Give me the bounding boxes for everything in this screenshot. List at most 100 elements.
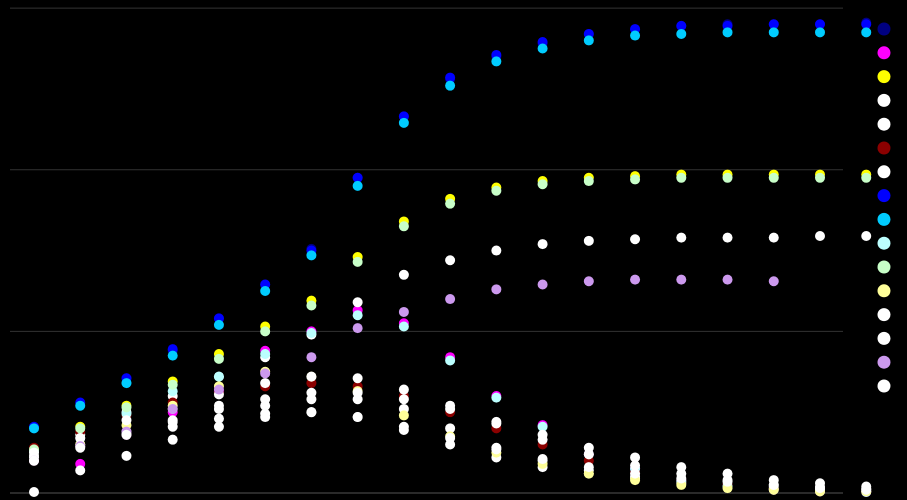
data-point [167,403,178,414]
data-point [861,481,872,492]
data-point [121,415,132,426]
data-point [861,230,872,241]
series-16 [29,387,872,492]
data-point [352,323,363,334]
data-point [398,321,409,332]
data-point [445,433,456,444]
data-point [537,43,548,54]
data-point [29,487,39,497]
data-point [167,416,178,427]
data-point [75,423,86,434]
data-point [29,455,39,466]
data-point [398,269,409,280]
data-point [121,402,132,413]
data-point [815,19,825,30]
data-point [722,468,733,479]
data-point [768,19,779,30]
data-point [861,19,872,30]
data-point [537,179,548,190]
data-point [352,310,363,321]
data-point [630,234,641,245]
series-11 [29,172,872,455]
data-point [815,27,825,38]
data-point [260,378,271,389]
data-point [815,478,825,489]
data-point [491,56,502,67]
data-point [537,421,548,432]
data-point [167,379,178,390]
legend-marker [877,165,891,179]
data-point [537,279,548,290]
data-point [815,172,825,183]
data-point [445,198,456,209]
data-point [537,454,548,465]
data-point [121,378,132,389]
data-point [445,72,456,83]
data-point [213,384,224,395]
data-point [398,410,409,421]
data-point [306,407,317,418]
data-point [722,232,733,243]
data-point [861,172,872,183]
data-point [352,256,363,267]
data-point [491,392,502,403]
data-point [768,172,779,183]
data-point [306,387,317,398]
data-point [491,245,502,256]
data-point [213,413,224,424]
data-point [630,452,641,463]
data-point [768,27,779,38]
legend-marker [877,260,891,274]
data-point [352,373,363,384]
data-point [260,394,271,405]
data-point [583,462,594,473]
data-point [676,172,687,183]
data-point [167,350,178,361]
legend-marker [877,331,891,345]
data-point [167,434,178,445]
data-point [121,450,132,461]
legend-marker [877,22,891,36]
data-point [583,176,594,187]
data-point [676,20,687,31]
data-point [630,30,641,41]
data-point [398,384,409,395]
data-point [583,442,594,453]
data-point [676,473,687,484]
data-point [722,172,733,183]
data-point [398,394,409,405]
data-point [352,180,363,191]
legend-marker [877,379,891,393]
data-point [213,353,224,364]
data-point [75,433,86,444]
data-point [491,416,502,427]
data-point [768,276,779,287]
data-point [537,429,548,440]
data-point [676,28,687,39]
data-point [398,117,409,128]
data-point [352,172,363,183]
data-point [213,403,224,414]
data-point [260,348,271,359]
data-point [722,476,733,487]
data-point [306,250,317,261]
data-point [537,239,548,250]
data-point [260,285,271,296]
data-point [260,408,271,419]
series-12 [29,366,872,497]
legend-marker [877,355,891,369]
data-point [583,276,594,287]
data-point [75,442,86,453]
gridlines [10,7,843,494]
legend-marker [877,212,891,226]
legend-marker [877,117,891,131]
data-point [445,80,456,91]
data-point [121,429,132,440]
legend-marker [877,308,891,322]
data-point [306,327,317,338]
data-point [676,462,687,473]
data-point [445,403,456,414]
data-point [676,274,687,285]
data-point [260,368,271,379]
data-point [352,297,363,308]
